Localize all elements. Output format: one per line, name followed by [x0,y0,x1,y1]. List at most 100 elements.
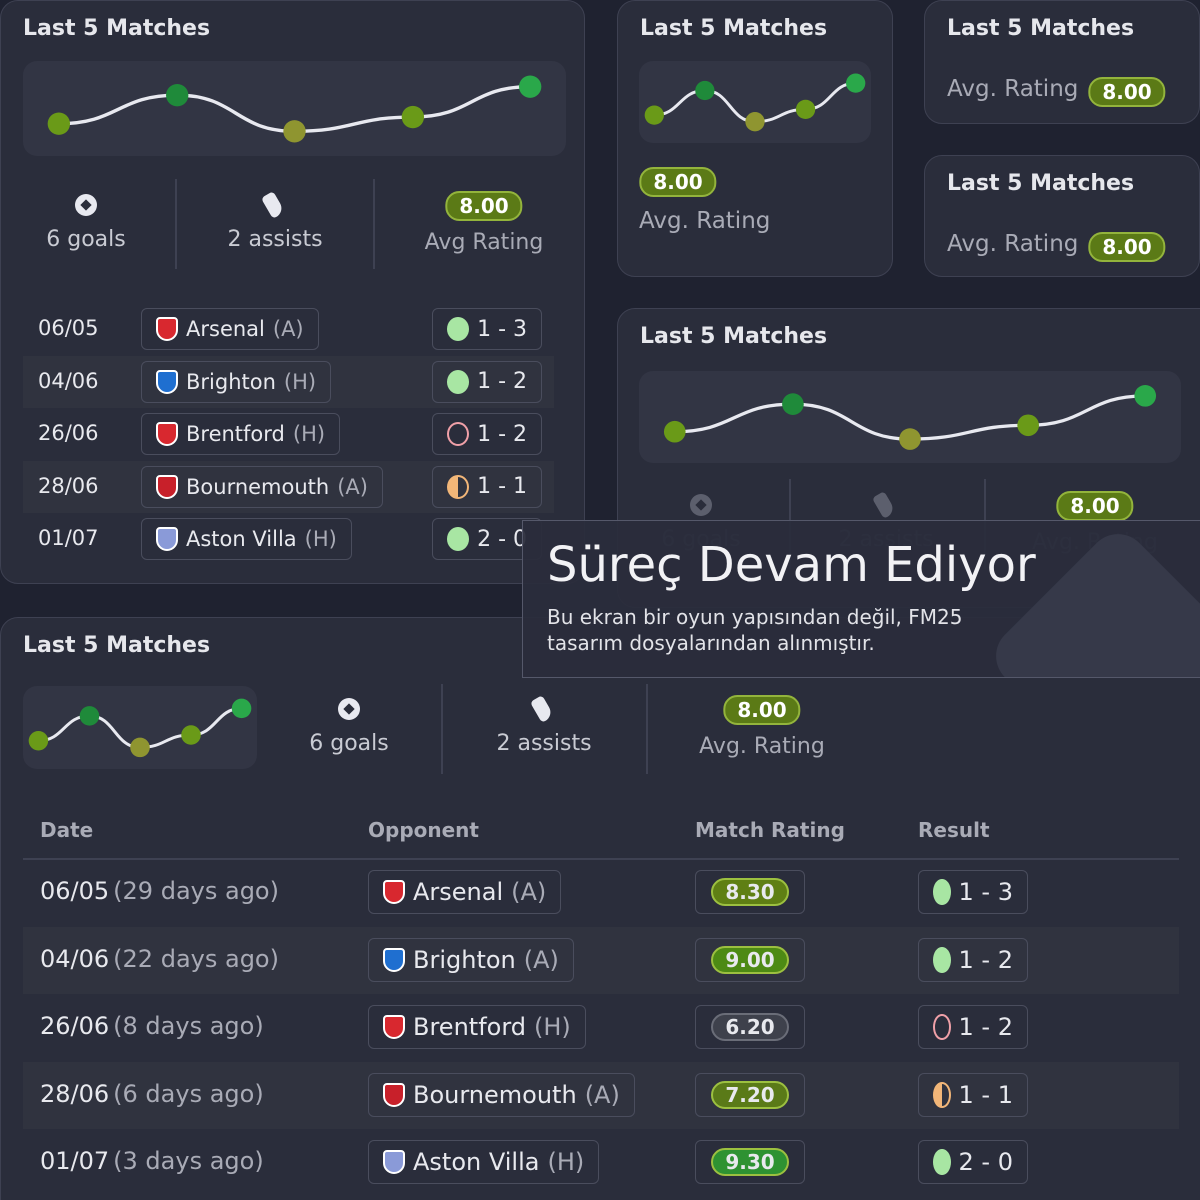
sparkline-dot [1134,385,1157,407]
card: Last 5 Matches 8.00 Avg. Rating [617,0,893,277]
sparkline-dot [130,737,150,758]
overlay-title: Süreç Devam Ediyor [547,537,1036,593]
rating-label: Avg. Rating [947,76,1079,102]
rating-badge: 8.00 [1088,232,1166,262]
sparkline-dot [283,120,306,143]
result: 1 - 3 [958,878,1013,906]
date-cell: 26/06 (8 days ago) [40,1012,264,1040]
opponent-pill: Brentford (H) [368,1005,586,1049]
club-crest [156,527,178,551]
result-icon [933,1014,951,1040]
match-date: 04/06 [38,368,99,393]
sparkline-dot [401,105,425,129]
sparkline-dot [663,420,686,443]
days-ago: (29 days ago) [113,877,279,905]
match-date: 06/05 [38,316,99,340]
rating-badge: 8.00 [1056,491,1134,521]
result-icon [447,474,470,499]
result-pill: 1 - 2 [918,937,1028,982]
result-icon [447,527,470,551]
result: 1 - 3 [477,316,527,342]
days-ago: (22 days ago) [113,944,279,973]
divider [441,684,443,774]
opponent-pill: Aston Villa (H) [141,518,352,560]
club-crest [383,1150,405,1174]
sparkline-dot [231,698,252,719]
opponent-name: Arsenal [413,878,504,906]
sparkline-dot [47,112,71,135]
match-rating: 7.20 [711,1080,789,1109]
sparkline-dot [846,73,866,93]
days-ago: (3 days ago) [113,1147,264,1175]
sparkline [644,73,866,132]
result-pill: 1 - 2 [432,413,542,455]
match-date: 26/06 [38,421,99,445]
days-ago: (6 days ago) [113,1079,264,1108]
result: 1 - 1 [958,1080,1013,1109]
date-cell: 06/05 (29 days ago) [40,877,279,905]
opponent-pill: Aston Villa (H) [368,1140,600,1184]
result-icon [447,422,470,446]
sparkline-dot [79,706,100,726]
opponent-pill: Bournemouth (A) [141,465,383,508]
assist-icon [529,695,555,723]
sparkline-dot [644,105,664,125]
sparkline-panel [639,371,1181,463]
venue: (A) [511,878,547,906]
opponent-pill: Bournemouth (A) [368,1072,635,1117]
venue: (H) [283,369,317,394]
venue: (A) [337,474,368,499]
opponent-pill: Brighton (A) [368,937,574,982]
result: 2 - 0 [958,1148,1013,1176]
result-pill: 1 - 2 [432,360,542,403]
column-header: Match Rating [695,818,845,842]
match-date: 26/06 [40,1012,110,1040]
result: 1 - 2 [477,369,527,394]
goals: 6 goals [46,227,126,252]
venue: (H) [292,422,326,446]
match-rating: 8.30 [711,878,789,906]
goal-icon [75,194,97,216]
match-date: 04/06 [40,944,110,973]
opponent-name: Brentford [413,1013,527,1041]
card-title: Last 5 Matches [640,16,828,41]
result: 1 - 1 [477,474,527,499]
opponent-name: Aston Villa [186,527,297,551]
venue: (H) [547,1148,585,1176]
sparkline-dot [28,731,49,751]
venue: (A) [584,1080,620,1109]
result-pill: 1 - 1 [432,465,542,508]
rating-badge: 8.00 [1088,77,1166,107]
overlay-text: Bu ekran bir oyun yapısından değil, FM25 [547,605,963,629]
rating-label: Avg. Rating [699,734,825,759]
goals: 6 goals [309,731,389,756]
result-pill: 1 - 3 [432,308,542,350]
sparkline-dot [518,75,542,98]
sparkline-dot [745,112,765,132]
rating-badge: 8.00 [723,695,801,725]
goal-icon-patch [343,703,355,715]
divider [175,179,177,269]
result-pill: 2 - 0 [918,1140,1028,1184]
card-title: Last 5 Matches [947,171,1135,196]
goal-icon [690,494,712,516]
result-icon [933,946,951,973]
opponent-pill: Arsenal (A) [368,870,562,914]
card: Last 5 Matches Avg. Rating 8.00 [924,0,1200,124]
assist-icon [260,191,286,219]
match-rating: 9.00 [711,945,789,974]
result-pill: 1 - 1 [918,1072,1028,1117]
opponent-name: Bournemouth [186,474,330,499]
card-title: Last 5 Matches [23,633,211,658]
sparkline [47,75,542,143]
result-icon [447,369,470,394]
opponent-name: Aston Villa [413,1148,540,1176]
result-icon [447,317,470,341]
result: 2 - 0 [477,526,527,552]
sparkline [28,698,252,758]
match-rating: 9.30 [711,1148,789,1176]
rating-pill: 6.20 [695,1005,805,1049]
goal-icon [338,698,360,720]
assists: 2 assists [227,227,323,252]
club-crest [383,880,405,904]
